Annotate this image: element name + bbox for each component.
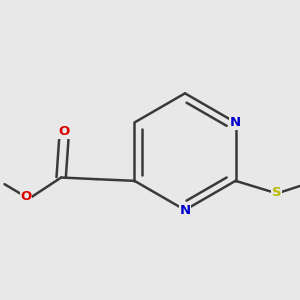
Text: N: N bbox=[179, 203, 191, 217]
Text: O: O bbox=[58, 125, 69, 138]
Text: N: N bbox=[230, 116, 241, 129]
Text: O: O bbox=[20, 190, 32, 203]
Text: S: S bbox=[272, 186, 281, 199]
